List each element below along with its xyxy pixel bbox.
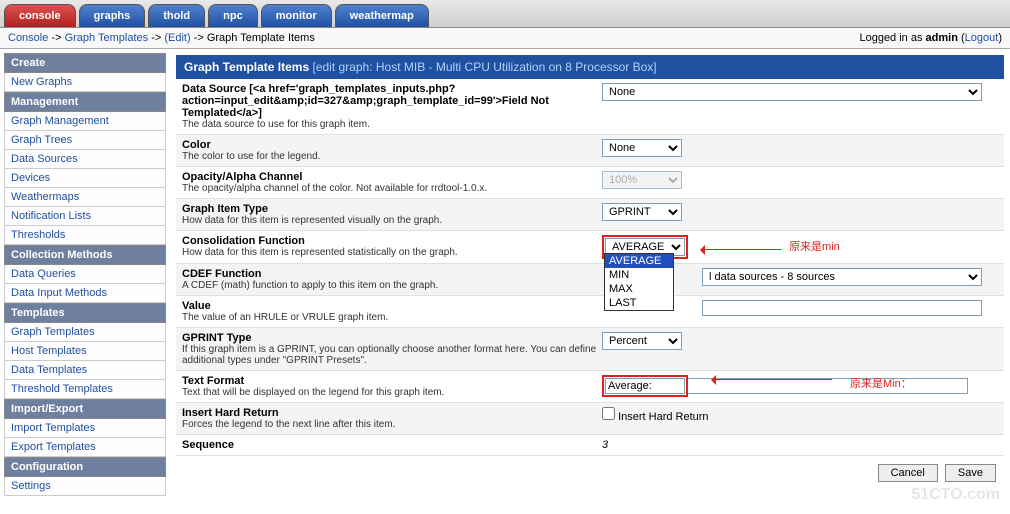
lbl-color: Color [182,139,602,151]
sidebar-item[interactable]: New Graphs [4,73,166,92]
tab-thold[interactable]: thold [148,4,205,27]
logout-link[interactable]: Logout [965,32,999,44]
annotation-arrow-2 [712,379,832,380]
tab-console[interactable]: console [4,4,76,27]
sidebar-item[interactable]: Weathermaps [4,188,166,207]
select-opacity: 100% [602,171,682,189]
lbl-consol: Consolidation Function [182,235,602,247]
lbl-itemtype: Graph Item Type [182,203,602,215]
top-tabs: console graphs thold npc monitor weather… [0,0,1010,28]
sidebar-item[interactable]: Devices [4,169,166,188]
sidebar-item[interactable]: Host Templates [4,342,166,361]
lbl-gprint: GPRINT Type [182,332,602,344]
content: Graph Template Items [edit graph: Host M… [170,49,1010,500]
tab-npc[interactable]: npc [208,4,258,27]
sidebar-header: Configuration [4,457,166,477]
input-textformat[interactable] [605,378,685,394]
tab-graphs[interactable]: graphs [79,4,146,27]
select-datasource[interactable]: None [602,83,982,101]
lbl-value: Value [182,300,602,312]
button-bar: Cancel Save [176,456,1004,490]
sidebar-header: Templates [4,303,166,323]
annotation-text-2: 原来是Min： [850,375,912,391]
login-info: Logged in as admin (Logout) [859,32,1002,44]
sidebar-header: Management [4,92,166,112]
sidebar-item[interactable]: Import Templates [4,419,166,438]
lbl-textfmt: Text Format [182,375,602,387]
tab-monitor[interactable]: monitor [261,4,332,27]
sidebar-header: Import/Export [4,399,166,419]
input-value[interactable] [702,300,982,316]
annotation-text-1: 原来是min [789,241,840,253]
sidebar-item[interactable]: Data Templates [4,361,166,380]
watermark: 51CTO.com [911,486,1000,504]
tab-weathermap[interactable]: weathermap [335,4,429,27]
breadcrumb: Console -> Graph Templates -> (Edit) -> … [8,32,315,44]
sequence-value: 3 [602,439,608,451]
login-user: admin [926,32,958,44]
sidebar-item[interactable]: Export Templates [4,438,166,457]
checkbox-hardreturn-label[interactable]: Insert Hard Return [602,411,709,423]
breadcrumb-bar: Console -> Graph Templates -> (Edit) -> … [0,28,1010,49]
select-itemtype[interactable]: GPRINT [602,203,682,221]
sidebar-item[interactable]: Graph Trees [4,131,166,150]
crumb-tail: Graph Template Items [207,32,315,44]
sidebar-item[interactable]: Graph Management [4,112,166,131]
sidebar-item[interactable]: Thresholds [4,226,166,245]
select-cdef[interactable]: l data sources - 8 sources [702,268,982,286]
lbl-datasource: Data Source [<a href='graph_templates_in… [182,83,602,119]
dropdown-consolidation-open[interactable]: AVERAGE MIN MAX LAST [604,253,674,311]
sidebar-item[interactable]: Settings [4,477,166,496]
sidebar-item[interactable]: Notification Lists [4,207,166,226]
lbl-opacity: Opacity/Alpha Channel [182,171,602,183]
sidebar-item[interactable]: Graph Templates [4,323,166,342]
input-textformat-ext[interactable] [688,378,968,394]
crumb-console[interactable]: Console [8,32,48,44]
sidebar-item[interactable]: Threshold Templates [4,380,166,399]
sidebar-header: Collection Methods [4,245,166,265]
sidebar-header: Create [4,53,166,73]
cancel-button[interactable]: Cancel [878,464,938,482]
crumb-edit[interactable]: (Edit) [164,32,190,44]
select-gprint[interactable]: Percent [602,332,682,350]
sidebar: CreateNew GraphsManagementGraph Manageme… [0,49,170,500]
sidebar-item[interactable]: Data Sources [4,150,166,169]
panel-header: Graph Template Items [edit graph: Host M… [176,55,1004,79]
lbl-sequence: Sequence [182,439,602,451]
select-color[interactable]: None [602,139,682,157]
sidebar-item[interactable]: Data Queries [4,265,166,284]
checkbox-hardreturn[interactable] [602,407,615,420]
lbl-hardret: Insert Hard Return [182,407,602,419]
annotation-arrow [701,249,781,250]
sidebar-item[interactable]: Data Input Methods [4,284,166,303]
lbl-cdef: CDEF Function [182,268,602,280]
save-button[interactable]: Save [945,464,996,482]
crumb-graph-templates[interactable]: Graph Templates [65,32,149,44]
